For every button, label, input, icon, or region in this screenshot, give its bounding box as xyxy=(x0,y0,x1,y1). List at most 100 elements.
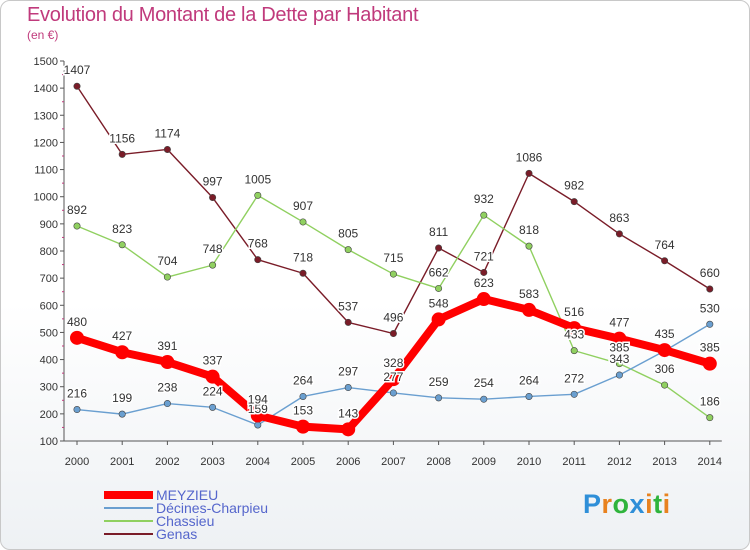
point-d-cines-charpieu xyxy=(344,384,352,392)
data-label: 224 xyxy=(203,384,223,398)
data-label: 811 xyxy=(429,225,448,239)
data-label: 391 xyxy=(157,339,177,353)
point-d-cines-charpieu xyxy=(254,421,262,429)
data-label: 238 xyxy=(157,381,177,395)
series-lines xyxy=(70,82,717,437)
series-line-genas xyxy=(76,85,711,335)
point-d-cines-charpieu xyxy=(525,392,533,400)
point-chassieu xyxy=(615,360,623,368)
data-label: 277 xyxy=(383,370,403,384)
logo-letter: x xyxy=(629,489,646,519)
point-meyzieu xyxy=(296,419,310,434)
x-tick-label: 2001 xyxy=(110,456,134,468)
y-tick-label: 100 xyxy=(40,436,58,448)
point-chassieu xyxy=(525,242,533,250)
proxiti-logo: Proxiti xyxy=(583,489,671,520)
point-d-cines-charpieu xyxy=(706,320,714,328)
y-tick-label: 400 xyxy=(40,355,58,367)
data-label: 254 xyxy=(474,376,494,390)
legend-label: Chassieu xyxy=(156,513,214,529)
data-label: 982 xyxy=(564,179,584,193)
point-d-cines-charpieu xyxy=(615,371,623,379)
point-chassieu xyxy=(706,414,714,422)
axes: 100 200 300 400 500 600 700 800 900 1000 1100 1200 1… xyxy=(34,56,723,468)
point-meyzieu xyxy=(431,312,446,327)
data-label: 435 xyxy=(655,327,675,341)
point-meyzieu xyxy=(160,355,175,370)
data-label: 768 xyxy=(248,237,268,251)
point-chassieu xyxy=(389,270,397,278)
point-chassieu xyxy=(344,246,352,254)
point-meyzieu xyxy=(250,408,265,423)
point-genas xyxy=(570,198,578,206)
point-genas xyxy=(661,257,669,265)
x-tick-label: 2012 xyxy=(607,456,631,468)
data-labels: 1407 1156 1174 997 768 718 537 496 811 721 1086 982… xyxy=(62,62,721,422)
point-chassieu xyxy=(118,241,126,249)
point-meyzieu xyxy=(476,292,491,307)
data-label: 718 xyxy=(293,250,313,264)
point-genas xyxy=(480,268,488,276)
y-tick-label: 1400 xyxy=(34,83,58,95)
point-genas xyxy=(389,330,397,338)
data-label: 432 xyxy=(655,328,675,342)
data-label: 662 xyxy=(429,265,449,279)
y-tick-label: 1500 xyxy=(34,56,58,68)
data-label: 997 xyxy=(203,175,223,189)
point-d-cines-charpieu xyxy=(118,410,126,418)
point-chassieu xyxy=(435,284,443,292)
y-tick-label: 1100 xyxy=(34,165,58,177)
logo-letter: i xyxy=(645,489,654,519)
data-label: 264 xyxy=(519,373,539,387)
point-d-cines-charpieu xyxy=(570,390,578,398)
data-label: 892 xyxy=(67,203,87,217)
data-label: 480 xyxy=(67,315,87,329)
point-meyzieu xyxy=(341,422,356,437)
data-label: 337 xyxy=(203,354,223,368)
point-meyzieu xyxy=(612,331,627,346)
data-label: 153 xyxy=(293,404,313,418)
point-genas xyxy=(254,256,262,264)
y-tick-label: 800 xyxy=(40,246,58,258)
point-meyzieu xyxy=(205,369,220,384)
logo-letter: o xyxy=(612,489,630,519)
data-label: 385 xyxy=(609,341,629,355)
data-label: 159 xyxy=(248,402,268,416)
y-tick-label: 1000 xyxy=(34,192,58,204)
data-label: 721 xyxy=(474,249,494,263)
point-chassieu xyxy=(570,347,578,355)
point-chassieu xyxy=(73,222,81,230)
point-chassieu xyxy=(299,218,307,226)
x-tick-label: 2009 xyxy=(472,456,496,468)
y-tick-label: 600 xyxy=(40,300,58,312)
data-label: 715 xyxy=(383,251,403,265)
data-label: 537 xyxy=(338,299,358,313)
legend-label: Décines-Charpieu xyxy=(156,500,268,516)
data-label: 385 xyxy=(700,341,720,355)
data-label: 343 xyxy=(609,352,629,366)
point-meyzieu xyxy=(657,343,672,358)
data-label: 216 xyxy=(67,387,87,401)
point-genas xyxy=(73,82,81,90)
data-label: 328 xyxy=(383,356,403,370)
data-label: 264 xyxy=(293,373,313,387)
x-tick-label: 2008 xyxy=(426,456,450,468)
point-meyzieu xyxy=(70,330,84,345)
data-label: 548 xyxy=(429,296,449,310)
data-label: 427 xyxy=(112,329,132,343)
point-genas xyxy=(209,194,217,202)
data-label: 306 xyxy=(655,362,675,376)
x-tick-label: 2007 xyxy=(381,456,405,468)
data-label: 1174 xyxy=(154,126,180,140)
data-label: 805 xyxy=(338,227,358,241)
data-label: 764 xyxy=(655,238,675,252)
x-tick-label: 2014 xyxy=(698,456,722,468)
y-tick-label: 700 xyxy=(40,273,58,285)
x-tick-label: 2003 xyxy=(200,456,224,468)
point-d-cines-charpieu xyxy=(435,394,443,402)
data-label: 199 xyxy=(112,391,132,405)
data-label: 748 xyxy=(203,242,223,256)
data-label: 907 xyxy=(293,199,313,213)
